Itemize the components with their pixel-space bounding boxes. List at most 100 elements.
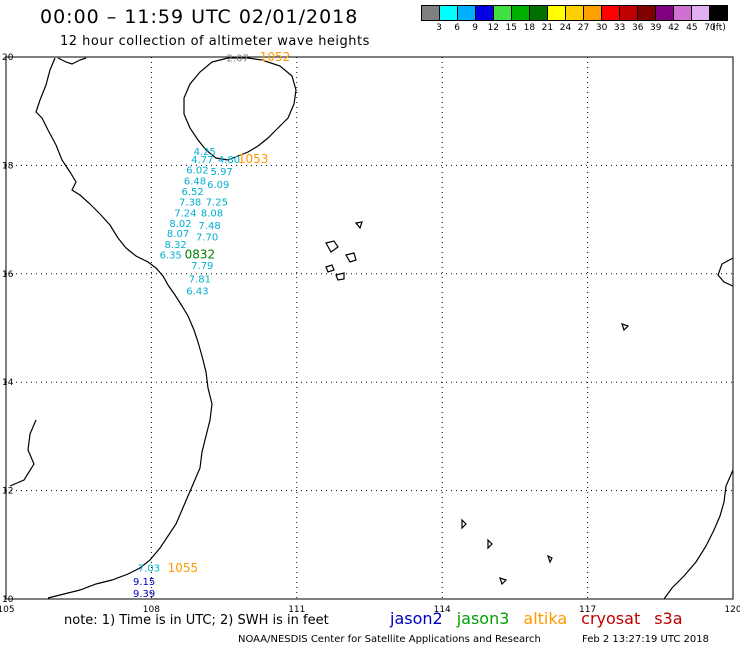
wave-height-label: 6.48 <box>184 176 206 187</box>
wave-height-label: 8.07 <box>167 229 189 240</box>
legend-swatch <box>584 6 602 20</box>
legend-swatch <box>602 6 620 20</box>
hainan-island <box>183 57 297 161</box>
legend-label: (ft) <box>712 23 726 33</box>
color-legend: 3 6 9 12 15 18 21 24 27 30 33 36 39 42 45 70 (ft) <box>421 5 728 35</box>
satellite-jason3: jason3 <box>456 609 510 628</box>
legend-swatch <box>548 6 566 20</box>
wave-height-values: 2.07 4.254.77 4.80 6.02 5.97 6.48 6.09 6.527.38… <box>133 53 249 599</box>
pass-time-label: 0832 <box>185 248 216 262</box>
legend-swatch <box>692 6 710 20</box>
legend-label: 18 <box>523 23 536 33</box>
lat-tick-label: 16 <box>2 270 14 280</box>
legend-swatch <box>566 6 584 20</box>
gulf-inner-coast <box>57 57 87 65</box>
wave-height-label: 7.81 <box>189 274 211 285</box>
reef-islet-2 <box>461 518 467 530</box>
wave-height-label: 7.38 <box>179 198 201 209</box>
legend-swatch <box>620 6 638 20</box>
wave-height-label: 9.15 <box>133 577 155 588</box>
wave-height-label: 7.70 <box>196 233 218 244</box>
paracel-island-2 <box>345 252 357 263</box>
lon-tick-label: 117 <box>579 605 596 615</box>
legend-label: 6 <box>454 23 460 33</box>
philippines-coast-north <box>717 257 734 287</box>
legend-swatch <box>710 6 727 20</box>
lat-tick-label: 12 <box>2 487 13 497</box>
wave-height-label: 9.39 <box>133 589 155 600</box>
west-coast-detail <box>9 419 37 487</box>
legend-label: 27 <box>577 23 590 33</box>
wave-height-label: 6.09 <box>207 180 229 191</box>
wave-height-label: 5.97 <box>211 167 233 178</box>
legend-label: 12 <box>487 23 499 33</box>
wave-height-label: 8.32 <box>165 240 187 251</box>
satellite-cryosat: cryosat <box>581 609 641 628</box>
legend-label: 70 <box>704 23 716 33</box>
reef-islet-3 <box>487 538 493 550</box>
legend-label: 21 <box>541 23 554 33</box>
wave-height-label: 4.77 <box>191 155 213 166</box>
legend-label: 33 <box>613 23 626 33</box>
pass-time-label: 1055 <box>168 561 199 575</box>
wave-height-label: 7.25 <box>206 198 228 209</box>
legend-label: 39 <box>650 23 662 33</box>
wave-height-label: 8.02 <box>169 219 191 230</box>
legend-swatch <box>638 6 656 20</box>
lat-tick-label: 10 <box>2 595 14 605</box>
legend-swatches <box>421 5 728 21</box>
paracel-island-1 <box>325 240 339 253</box>
wave-height-label: 4.25 <box>194 147 216 158</box>
pass-time-labels: 1052 1053 0832 1055 <box>168 50 291 575</box>
satellite-s3a: s3a <box>654 609 683 628</box>
credit-line: NOAA/NESDIS Center for Satellite Applica… <box>238 634 541 645</box>
satellite-altika: altika <box>523 609 568 628</box>
mainland-coastline <box>35 57 213 599</box>
philippines-coast-south <box>663 469 734 600</box>
map-subtitle: 12 hour collection of altimeter wave hei… <box>60 34 370 49</box>
legend-label: 24 <box>559 23 572 33</box>
generated-timestamp: Feb 2 13:27:19 UTC 2018 <box>582 634 709 645</box>
latitude-tick-labels: 20 18 16 14 12 10 <box>2 53 14 605</box>
wave-height-label: 6.02 <box>186 166 208 177</box>
longitude-tick-labels: 105 108 111 114 117 120 <box>0 605 740 615</box>
wave-height-label: 7.79 <box>191 261 213 272</box>
paracel-island-3 <box>325 264 335 273</box>
legend-swatch <box>656 6 674 20</box>
legend-label: 9 <box>472 23 479 33</box>
lat-tick-label: 20 <box>2 53 14 63</box>
wave-height-label: 7.03 <box>138 563 160 574</box>
legend-swatch <box>512 6 530 20</box>
legend-swatch <box>458 6 476 20</box>
legend-label: 15 <box>505 23 518 33</box>
legend-swatch <box>494 6 512 20</box>
legend-swatch <box>440 6 458 20</box>
lon-tick-label: 108 <box>143 605 160 615</box>
map-frame <box>5 56 734 600</box>
lat-tick-label: 18 <box>2 161 14 171</box>
wave-height-label: 7.48 <box>198 221 220 232</box>
coastline <box>9 57 734 600</box>
legend-label: 42 <box>668 23 680 33</box>
map-gridlines <box>6 57 733 599</box>
legend-label: 30 <box>595 23 608 33</box>
lon-tick-label: 114 <box>434 605 451 615</box>
wave-height-label: 8.08 <box>201 208 223 219</box>
footer-note: note: 1) Time is in UTC; 2) SWH is in fe… <box>64 613 329 628</box>
legend-label: 36 <box>631 23 644 33</box>
paracel-island-4 <box>335 272 345 281</box>
map-title: 00:00 – 11:59 UTC 02/01/2018 <box>40 6 359 28</box>
paracel-island-5 <box>354 221 363 230</box>
wave-height-label: 2.07 <box>227 53 249 64</box>
legend-swatch <box>530 6 548 20</box>
legend-label: 3 <box>436 23 442 33</box>
legend-label: 45 <box>686 23 698 33</box>
wave-height-label: 4.80 <box>218 155 240 166</box>
lon-tick-label: 105 <box>0 605 15 615</box>
wave-height-label: 7.24 <box>174 208 196 219</box>
lat-tick-label: 14 <box>2 378 14 388</box>
legend-labels: 3 6 9 12 15 18 21 24 27 30 33 36 39 42 45 70 (ft) <box>421 21 728 33</box>
reef-islet-1 <box>621 323 630 332</box>
satellite-legend: jason2 jason3 altika cryosat s3a <box>390 609 697 628</box>
